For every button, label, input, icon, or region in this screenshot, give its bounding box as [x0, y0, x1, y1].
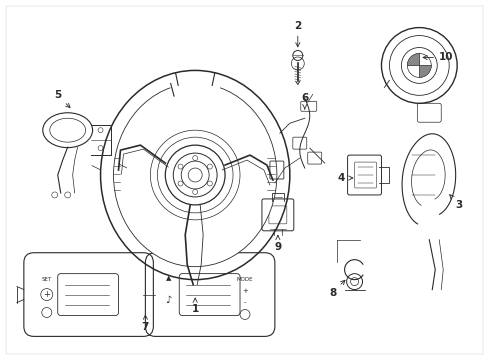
Wedge shape [175, 77, 215, 175]
Text: -: - [243, 300, 246, 306]
Text: +: + [242, 288, 247, 293]
Text: ♪: ♪ [165, 294, 171, 305]
Text: 10: 10 [422, 53, 452, 63]
Text: 2: 2 [294, 21, 301, 47]
Text: 9: 9 [274, 235, 281, 252]
Text: ▲: ▲ [165, 276, 171, 282]
Text: +: + [43, 290, 50, 299]
Wedge shape [169, 75, 221, 175]
Text: 7: 7 [142, 315, 149, 332]
Text: SET: SET [41, 276, 52, 282]
Text: 1: 1 [191, 298, 199, 315]
Text: 4: 4 [337, 173, 352, 183]
Text: 5: 5 [54, 90, 70, 108]
Wedge shape [407, 54, 419, 66]
Text: 6: 6 [301, 93, 308, 109]
Wedge shape [419, 66, 430, 77]
Text: MODE: MODE [236, 276, 253, 282]
Ellipse shape [113, 84, 276, 267]
Text: 8: 8 [328, 280, 344, 298]
Text: 3: 3 [449, 195, 462, 210]
